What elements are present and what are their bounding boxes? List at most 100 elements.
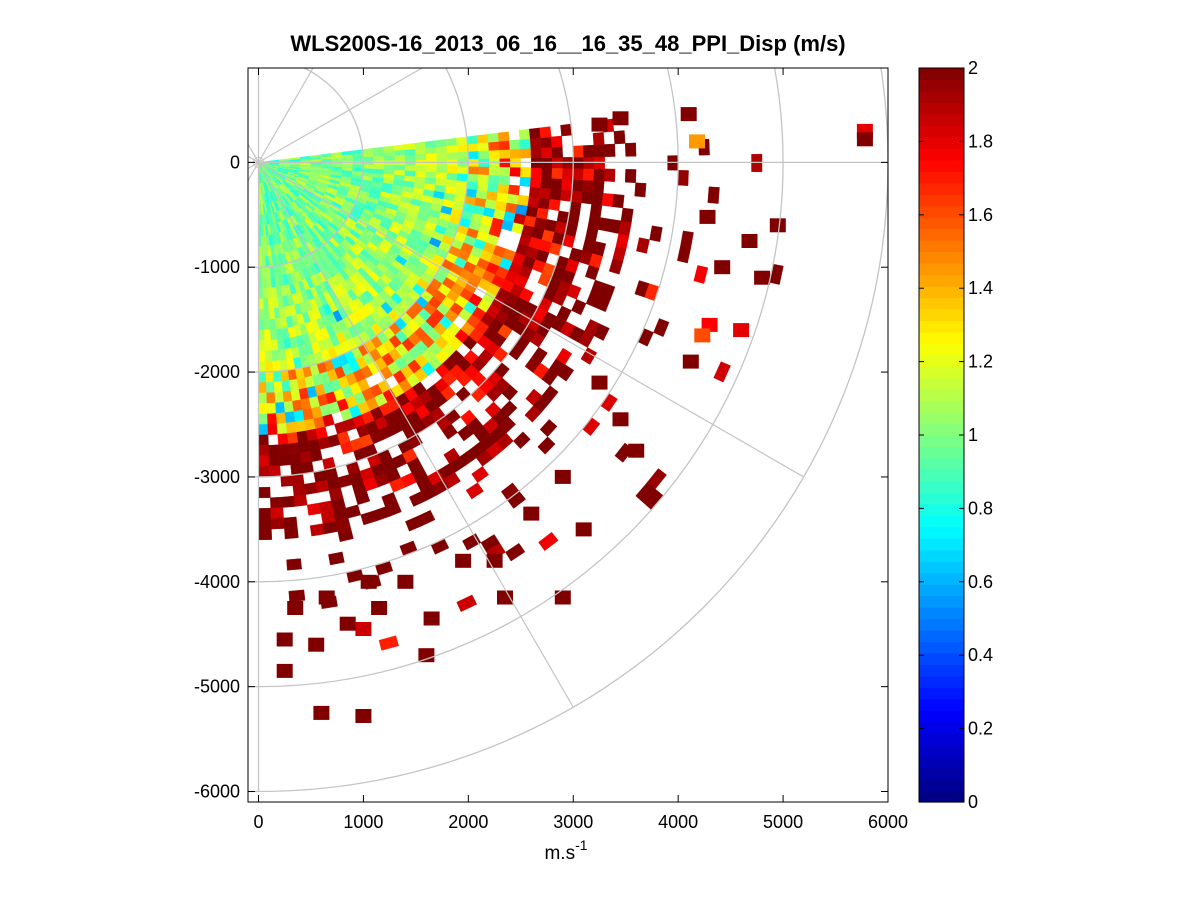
data-cell: [283, 516, 298, 529]
data-cell: [266, 392, 276, 404]
data-cell: [337, 528, 354, 542]
data-cell: [321, 163, 333, 167]
data-cell: [292, 483, 306, 497]
data-cell: [258, 350, 266, 362]
data-cell: [268, 444, 280, 457]
data-cell: [498, 140, 511, 151]
data-cell: [293, 494, 308, 507]
data-cell: [531, 346, 548, 364]
colorbar-tick-label: 0.4: [968, 645, 993, 665]
data-cell: [258, 340, 266, 352]
data-cell: [383, 168, 395, 175]
x-tick-label: 5000: [763, 812, 803, 832]
data-cell-isolated: [689, 134, 705, 149]
radial-spoke: [257, 162, 574, 708]
data-cell: [258, 424, 269, 436]
data-cell: [613, 130, 626, 145]
data-cell: [560, 189, 573, 202]
data-cell-isolated: [628, 443, 645, 458]
radial-spoke: [258, 68, 424, 163]
data-cell: [508, 184, 520, 196]
data-cell-isolated: [694, 328, 711, 343]
colorbar-strip: [919, 790, 964, 803]
colorbar-strip: [919, 217, 964, 230]
data-cell-isolated: [355, 622, 372, 636]
data-cell: [373, 164, 385, 170]
data-cell: [258, 507, 272, 520]
data-cell: [601, 193, 615, 207]
data-cell: [550, 178, 563, 190]
data-cell: [592, 132, 605, 146]
colorbar-strip: [919, 687, 964, 700]
colorbar-strip: [919, 515, 964, 528]
colorbar-strip: [919, 675, 964, 688]
colorbar-strip: [919, 228, 964, 241]
colorbar-tick-label: 0: [968, 792, 978, 812]
data-cell: [527, 196, 540, 208]
data-cells: [258, 107, 873, 723]
data-cell: [414, 170, 427, 178]
data-cell: [354, 490, 371, 506]
data-cell: [403, 175, 416, 183]
y-axis: 0 -1000 -2000 -3000 -4000 -5000 -6000: [194, 152, 888, 802]
data-cell: [309, 523, 326, 537]
colorbar-strip: [919, 148, 964, 161]
data-cell: [425, 152, 438, 160]
colorbar-strip: [919, 652, 964, 665]
colorbar-ticks: 0 0.2 0.4 0.6 0.8 1 1.2 1.4 1.6 1.8 2: [919, 58, 993, 812]
data-cell: [393, 144, 406, 151]
data-cell: [276, 422, 288, 435]
data-cell: [352, 163, 364, 169]
data-cell: [566, 283, 582, 300]
data-cell: [541, 167, 553, 179]
data-cell: [550, 135, 563, 148]
data-cell: [497, 131, 510, 142]
data-cell: [258, 287, 264, 299]
data-cell: [509, 139, 521, 150]
data-cell: [284, 527, 299, 540]
data-cell: [275, 412, 287, 425]
data-cell: [271, 349, 280, 362]
data-cell: [570, 190, 583, 204]
x-tick-label: 0: [253, 812, 263, 832]
data-cell: [446, 165, 459, 174]
colorbar-strip: [919, 331, 964, 344]
data-cell: [585, 227, 599, 242]
data-cell: [465, 482, 484, 500]
data-cell: [385, 501, 402, 517]
x-axis: 0 1000 2000 3000 4000 5000 6000: [253, 68, 908, 832]
data-cell: [306, 502, 322, 516]
data-cell: [404, 170, 416, 177]
data-cell: [266, 381, 276, 394]
data-cell: [394, 164, 406, 171]
data-cell: [258, 434, 269, 446]
colorbar-strip: [919, 710, 964, 723]
data-cell: [618, 220, 632, 236]
colorbar-strip: [919, 79, 964, 92]
data-cell: [562, 167, 574, 180]
x-tick-label: 6000: [868, 812, 908, 832]
data-cell: [435, 139, 447, 148]
data-cell-isolated: [612, 412, 629, 427]
colorbar-strip: [919, 285, 964, 298]
colorbar-tick-label: 1.8: [968, 131, 993, 151]
data-cell: [258, 371, 267, 383]
data-cell: [274, 391, 285, 404]
data-cell-isolated: [371, 601, 388, 615]
data-cell: [589, 203, 603, 218]
data-cell: [456, 136, 468, 146]
colorbar-strip: [919, 240, 964, 253]
data-cell: [288, 442, 301, 455]
data-cell: [649, 225, 663, 242]
data-cell-isolated: [418, 648, 435, 663]
data-cell: [265, 360, 274, 373]
data-cell: [258, 528, 273, 541]
data-cell: [518, 128, 531, 140]
data-cell: [487, 182, 500, 193]
data-cell: [477, 142, 490, 152]
data-cell: [529, 176, 542, 188]
data-cell: [456, 594, 478, 612]
data-cell-isolated: [612, 111, 629, 126]
data-cell: [509, 166, 521, 177]
data-cell: [551, 146, 563, 158]
